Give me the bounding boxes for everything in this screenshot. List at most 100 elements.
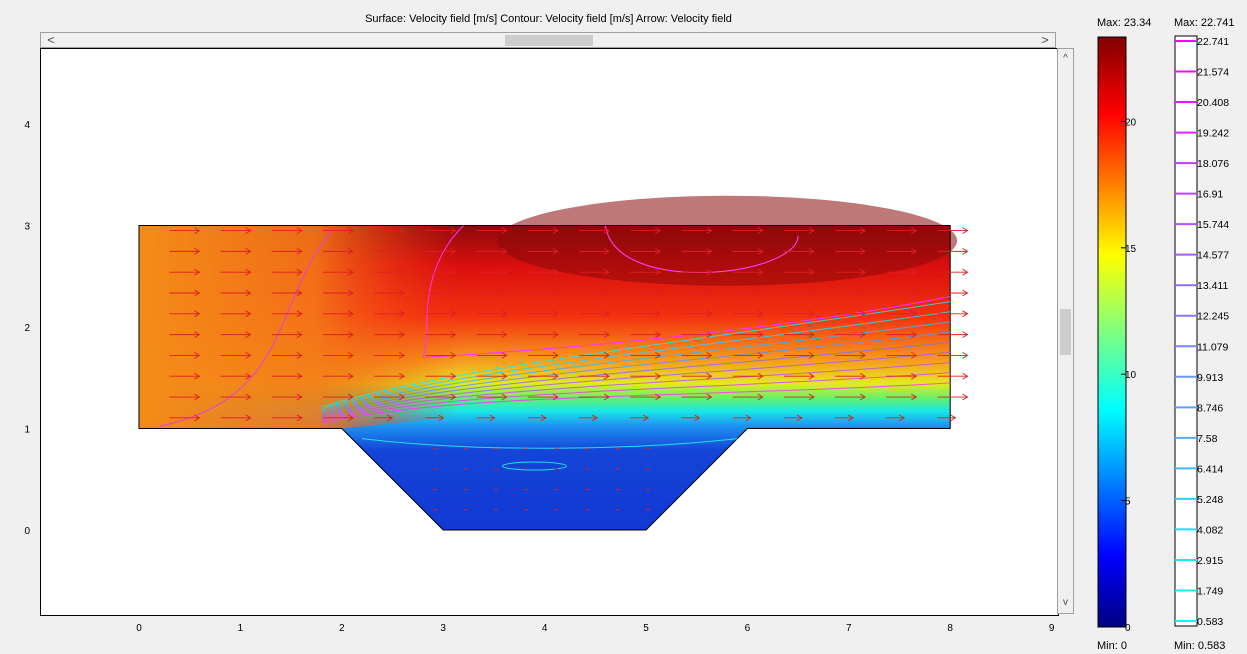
- velocity-arrow: [425, 247, 457, 255]
- contour-level-label: 6.414: [1197, 463, 1223, 475]
- velocity-arrow: [220, 247, 252, 255]
- velocity-arrow: [476, 289, 508, 297]
- velocity-arrow: [169, 289, 201, 297]
- x-tick-label: 6: [745, 623, 751, 634]
- x-tick-label: 4: [542, 623, 548, 634]
- velocity-arrow: [681, 247, 713, 255]
- y-tick-label: 4: [24, 120, 30, 131]
- velocity-arrow: [476, 227, 508, 234]
- velocity-arrow: [169, 268, 201, 276]
- velocity-arrow: [169, 414, 201, 422]
- velocity-arrow: [835, 414, 854, 422]
- velocity-arrow: [732, 289, 764, 297]
- velocity-arrow: [579, 372, 610, 380]
- contour-level-label: 0.583: [1197, 616, 1223, 628]
- surface-max-label: Max: 23.34: [1097, 17, 1152, 29]
- velocity-arrow: [835, 289, 866, 297]
- vertical-scrollbar[interactable]: ^ v: [1057, 48, 1074, 614]
- contour-line: [159, 230, 333, 427]
- velocity-arrow: [630, 393, 662, 401]
- x-tick-label: 9: [1049, 623, 1055, 634]
- velocity-arrow: [886, 247, 918, 255]
- velocity-arrow: [271, 310, 303, 318]
- velocity-arrow: [732, 372, 764, 380]
- velocity-arrow: [835, 247, 866, 255]
- velocity-arrow: [681, 227, 713, 234]
- x-tick-label: 1: [238, 623, 244, 634]
- scroll-up-arrow-icon[interactable]: ^: [1063, 53, 1068, 64]
- velocity-arrow: [937, 372, 969, 380]
- velocity-arrow: [169, 227, 201, 234]
- velocity-arrow: [271, 372, 303, 380]
- velocity-arrow: [681, 372, 713, 380]
- velocity-arrow: [886, 372, 918, 380]
- horizontal-scroll-thumb[interactable]: [505, 35, 593, 46]
- velocity-arrow: [374, 352, 406, 359]
- scroll-right-arrow-icon[interactable]: >: [1041, 33, 1049, 47]
- velocity-arrow: [476, 393, 508, 401]
- velocity-arrow: [527, 352, 559, 359]
- velocity-arrow: [579, 310, 610, 318]
- velocity-arrow: [323, 268, 354, 276]
- y-tick-label: 1: [24, 425, 30, 436]
- velocity-arrow: [783, 310, 815, 318]
- velocity-arrow: [835, 268, 866, 276]
- velocity-arrow: [937, 414, 957, 422]
- scroll-left-arrow-icon[interactable]: <: [47, 33, 55, 47]
- contour-level-label: 12.245: [1197, 311, 1229, 323]
- velocity-arrow: [783, 268, 815, 276]
- velocity-arrow: [579, 352, 610, 359]
- velocity-arrow: [220, 352, 252, 359]
- velocity-arrow: [425, 352, 457, 359]
- velocity-arrow: [937, 331, 969, 338]
- y-tick-label: 0: [24, 526, 30, 537]
- velocity-arrow: [681, 268, 713, 276]
- surface-min-label: Min: 0: [1097, 640, 1127, 652]
- contour-line: [422, 225, 951, 358]
- velocity-arrow: [425, 268, 457, 276]
- velocity-arrow: [374, 310, 406, 318]
- horizontal-scrollbar[interactable]: < >: [40, 32, 1056, 48]
- velocity-arrow: [937, 268, 969, 276]
- contour-level-label: 4.082: [1197, 524, 1223, 536]
- contour-line: [321, 362, 951, 420]
- velocity-arrow: [374, 414, 394, 422]
- velocity-arrow: [681, 352, 713, 359]
- velocity-arrow: [374, 372, 406, 380]
- contour-line: [501, 461, 567, 471]
- velocity-arrow: [220, 268, 252, 276]
- vertical-scroll-thumb[interactable]: [1060, 309, 1071, 355]
- velocity-arrow: [732, 352, 764, 359]
- velocity-arrow: [732, 331, 764, 338]
- velocity-arrow: [630, 331, 662, 338]
- contour-line: [321, 331, 951, 414]
- velocity-arrow: [220, 227, 252, 234]
- velocity-arrow: [630, 372, 662, 380]
- contour-line: [321, 301, 951, 408]
- velocity-arrow: [169, 352, 201, 359]
- contour-level-label: 2.915: [1197, 555, 1223, 567]
- velocity-arrow: [783, 352, 815, 359]
- scroll-down-arrow-icon[interactable]: v: [1063, 597, 1068, 608]
- velocity-arrow: [425, 289, 457, 297]
- velocity-arrow: [323, 331, 354, 338]
- velocity-arrow: [476, 310, 508, 318]
- velocity-arrow: [732, 393, 764, 401]
- velocity-arrow: [476, 247, 508, 255]
- velocity-arrow: [323, 289, 354, 297]
- contour-line: [321, 311, 951, 410]
- velocity-arrow: [886, 352, 918, 359]
- velocity-arrow: [220, 310, 252, 318]
- contour-level-label: 14.577: [1197, 250, 1229, 262]
- velocity-arrow: [886, 414, 906, 422]
- velocity-arrow: [835, 227, 866, 234]
- velocity-arrow: [374, 247, 406, 255]
- velocity-arrow: [579, 268, 610, 276]
- velocity-arrow: [937, 227, 969, 234]
- contour-level-label: 9.913: [1197, 372, 1223, 384]
- velocity-arrow: [579, 227, 610, 234]
- velocity-arrow: [681, 310, 713, 318]
- velocity-arrow: [937, 352, 969, 359]
- velocity-arrow: [835, 331, 866, 338]
- velocity-arrow: [732, 310, 764, 318]
